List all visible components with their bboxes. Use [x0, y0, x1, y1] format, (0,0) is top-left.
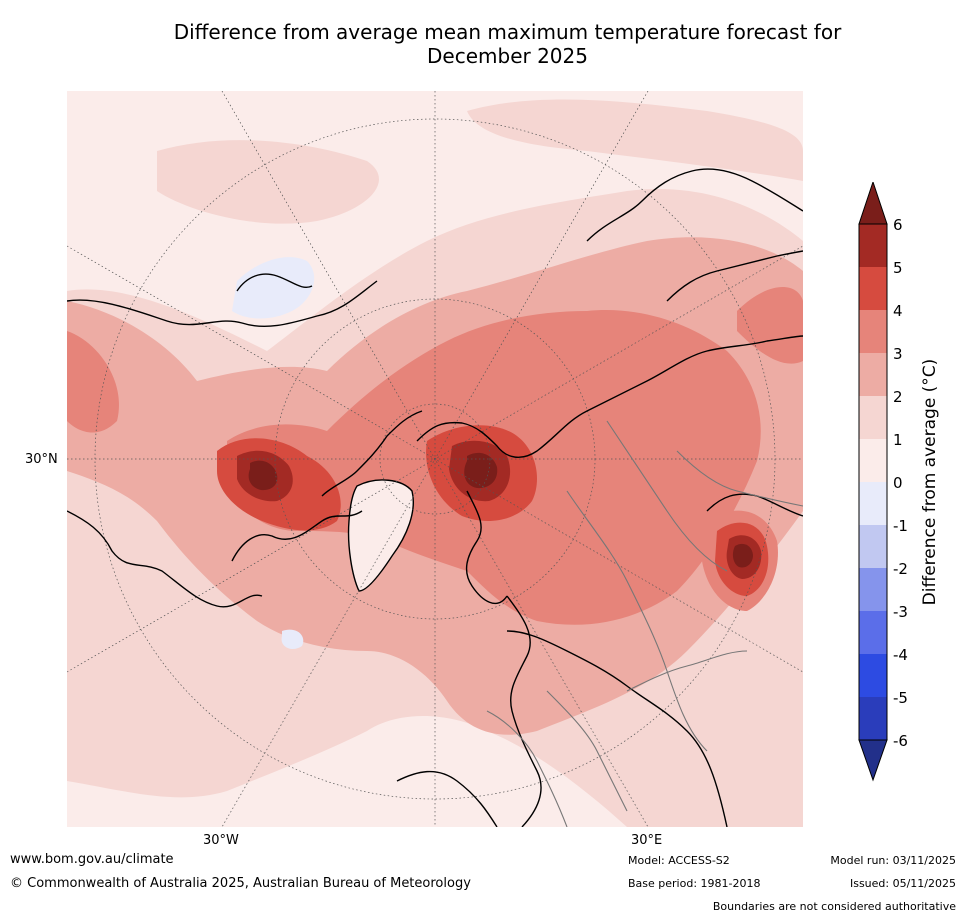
country-borders: [486, 420, 803, 827]
legend-swatch-1-2: [859, 396, 887, 439]
map-canvas: [67, 91, 803, 827]
forecast-map: [67, 91, 803, 827]
lon-label-30e: 30°E: [631, 833, 663, 848]
legend-swatch-4-5: [859, 267, 887, 310]
legend-colorbar: 6 5 4 3 2 1 0 -1 -2 -3 -4 -5 -6 Differen…: [858, 180, 958, 782]
legend-title: Difference from average (°C): [920, 359, 940, 606]
coastlines: [67, 168, 803, 827]
legend-tick-0: 0: [893, 474, 903, 492]
graticule: [67, 91, 803, 827]
legend-outline: [858, 223, 888, 741]
footer-model-run: Model run: 03/11/2025: [830, 854, 956, 867]
anomaly-band-neg-1-0: [232, 257, 315, 650]
lon-label-30w: 30°W: [203, 833, 239, 848]
legend-tick-neg3: -3: [893, 603, 908, 621]
legend-svg: 6 5 4 3 2 1 0 -1 -2 -3 -4 -5 -6 Differen…: [858, 180, 940, 782]
legend-swatch-neg3-neg2: [859, 568, 887, 611]
legend-swatch-neg1-0: [859, 482, 887, 525]
legend-tick-neg2: -2: [893, 560, 908, 578]
legend-tick-6: 6: [893, 216, 903, 234]
legend-tick-neg5: -5: [893, 689, 908, 707]
legend-tick-neg6: -6: [893, 732, 908, 750]
legend-tick-4: 4: [893, 302, 903, 320]
legend-tick-neg4: -4: [893, 646, 908, 664]
map-title-line1: Difference from average mean maximum tem…: [173, 20, 842, 44]
footer-base-period: Base period: 1981-2018: [628, 877, 761, 890]
footer-url: www.bom.gov.au/climate: [10, 852, 174, 867]
legend-swatch-3-4: [859, 310, 887, 353]
footer-issued: Issued: 05/11/2025: [849, 877, 956, 890]
legend-under-arrow: [858, 739, 888, 782]
legend-swatch-0-1: [859, 439, 887, 482]
legend-tick-1: 1: [893, 431, 903, 449]
legend-swatch-neg5-neg4: [859, 654, 887, 697]
legend-tick-neg1: -1: [893, 517, 908, 535]
footer-copyright: © Commonwealth of Australia 2025, Austra…: [10, 876, 471, 891]
legend-over-arrow: [858, 180, 888, 225]
legend-tick-2: 2: [893, 388, 903, 406]
legend-tick-5: 5: [893, 259, 903, 277]
legend-swatch-2-3: [859, 353, 887, 396]
lat-label-30n: 30°N: [25, 452, 58, 467]
footer-disclaimer: Boundaries are not considered authoritat…: [712, 900, 956, 913]
legend-swatch-5-6: [859, 224, 887, 267]
footer-model: Model: ACCESS-S2: [628, 854, 730, 867]
map-title: Difference from average mean maximum tem…: [60, 20, 955, 68]
greenland-landmass: [347, 479, 414, 592]
map-title-line2: December 2025: [427, 44, 588, 68]
anomaly-band-over-6: [248, 452, 753, 568]
legend-tick-3: 3: [893, 345, 903, 363]
legend-swatch-neg4-neg3: [859, 611, 887, 654]
legend-swatch-neg2-neg1: [859, 525, 887, 568]
legend-swatch-neg6-neg5: [859, 697, 887, 740]
legend-ticks: 6 5 4 3 2 1 0 -1 -2 -3 -4 -5 -6: [893, 216, 908, 750]
